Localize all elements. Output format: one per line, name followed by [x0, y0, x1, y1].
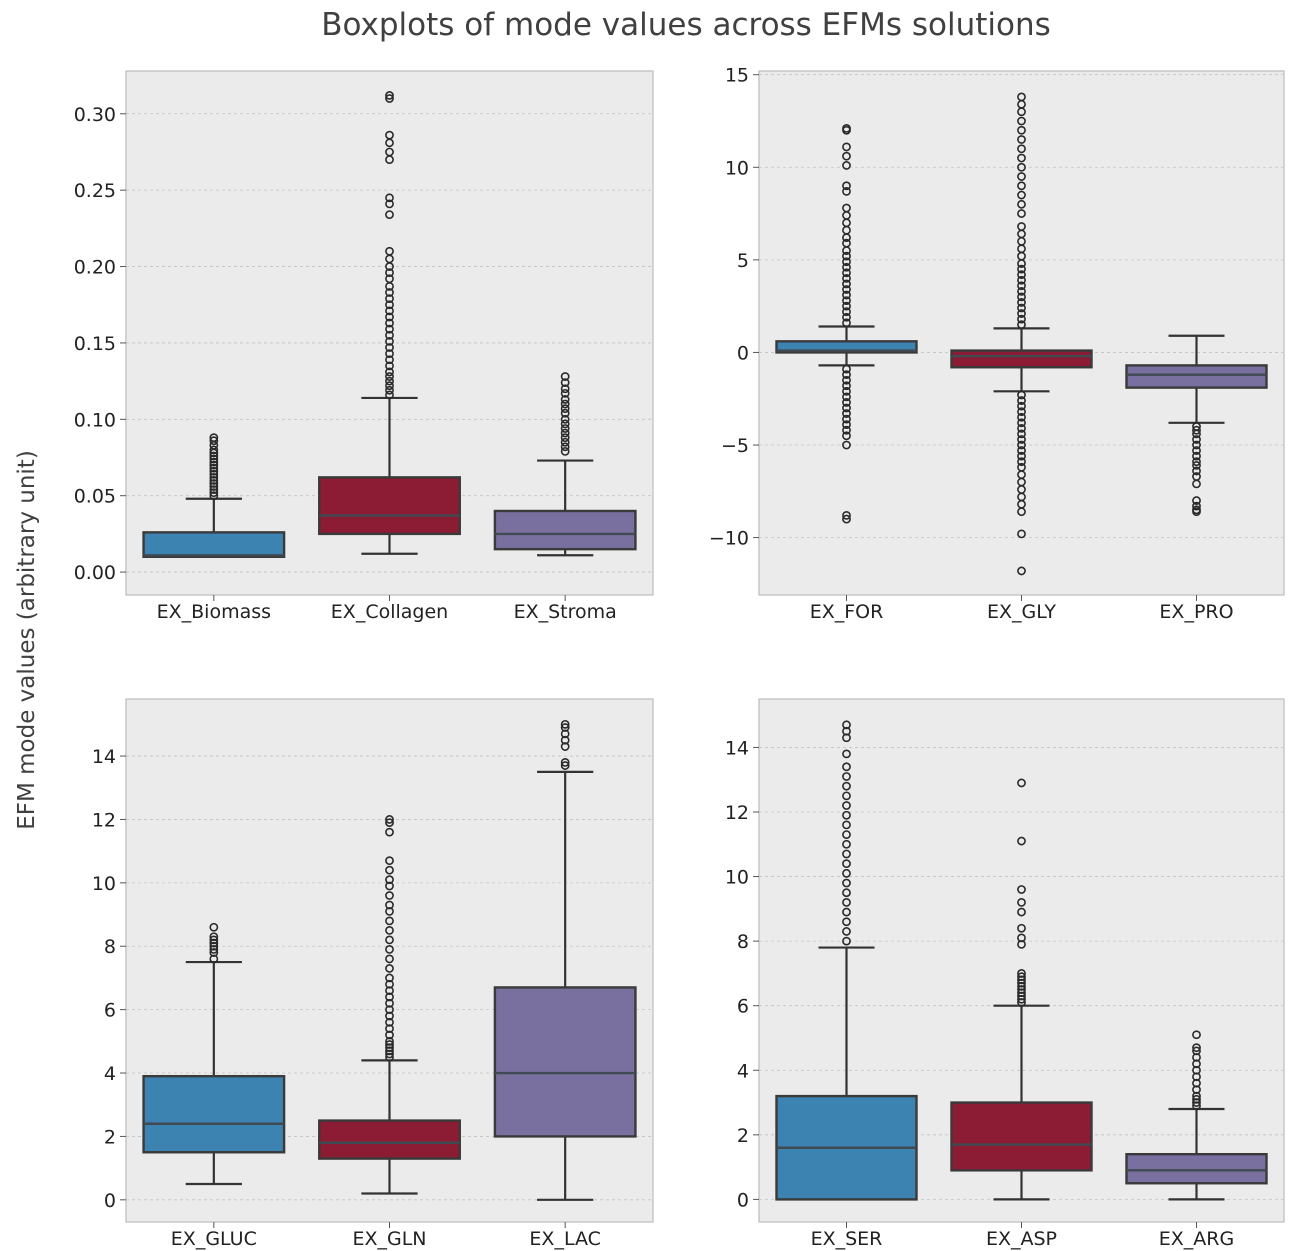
subplot-2: −10 −5 0 5 10 15 EX_FOR EX_GLY EX_PRO	[709, 65, 1284, 623]
y-tick-label: 10	[725, 157, 749, 179]
box-iqr	[495, 511, 636, 549]
x-tick-label: EX_SER	[811, 1228, 883, 1250]
x-tick-label: EX_ARG	[1159, 1228, 1234, 1250]
x-tick-label: EX_GLY	[987, 601, 1056, 623]
box-iqr	[144, 1076, 285, 1152]
y-tick-label: −10	[709, 528, 749, 550]
box-iqr	[1127, 365, 1267, 387]
y-tick-label: 6	[104, 1000, 116, 1022]
box-iqr	[319, 477, 460, 534]
y-tick-label: 4	[737, 1060, 749, 1082]
x-tick-label: EX_Stroma	[514, 601, 617, 623]
x-tick-label: EX_PRO	[1159, 601, 1233, 623]
x-tick-label: EX_GLUC	[171, 1228, 257, 1250]
y-tick-label: 12	[725, 802, 749, 824]
y-tick-label: −5	[721, 435, 749, 457]
subplot-4: 0 2 4 6 8 10 12 14 EX_SER EX_ASP EX_ARG	[725, 699, 1284, 1250]
x-tick-label: EX_ASP	[986, 1228, 1057, 1250]
y-tick-label: 8	[737, 931, 749, 953]
x-tick-label: EX_GLN	[352, 1228, 426, 1250]
y-tick-label: 6	[737, 996, 749, 1018]
y-tick-label: 15	[725, 65, 749, 87]
y-tick-label: 5	[737, 250, 749, 272]
box-iqr	[1127, 1154, 1267, 1183]
box-iqr	[952, 351, 1092, 368]
subplot-1: 0.00 0.05 0.10 0.15 0.20 0.25 0.30 EX_Biomass EX…	[74, 71, 653, 623]
x-tick-label: EX_Collagen	[331, 601, 448, 623]
y-tick-label: 0.05	[74, 486, 116, 508]
y-tick-label: 0.30	[74, 104, 116, 126]
x-tick-label: EX_LAC	[529, 1228, 600, 1250]
box-iqr	[952, 1103, 1092, 1171]
y-tick-label: 10	[92, 873, 116, 895]
x-tick-label: EX_Biomass	[157, 601, 271, 623]
y-tick-label: 0	[737, 342, 749, 364]
y-tick-label: 8	[104, 936, 116, 958]
y-tick-label: 2	[104, 1126, 116, 1148]
y-tick-label: 0	[737, 1189, 749, 1211]
y-tick-label: 0.25	[74, 180, 116, 202]
x-tick-label: EX_FOR	[810, 601, 884, 623]
y-tick-label: 0.00	[74, 562, 116, 584]
y-tick-label: 0	[104, 1190, 116, 1212]
y-tick-label: 0.20	[74, 257, 116, 279]
box-iqr	[495, 987, 636, 1136]
y-tick-label: 14	[92, 746, 116, 768]
y-tick-label: 4	[104, 1063, 116, 1085]
y-tick-label: 14	[725, 737, 749, 759]
figure-title: Boxplots of mode values across EFMs solu…	[321, 7, 1051, 43]
box-iqr	[319, 1121, 460, 1159]
panels-group: 0.00 0.05 0.10 0.15 0.20 0.25 0.30 EX_Biomass EX…	[74, 65, 1284, 1250]
subplot-3: 0 2 4 6 8 10 12 14 EX_GLUC EX_GLN EX_LAC	[92, 699, 653, 1250]
y-tick-label: 0.15	[74, 333, 116, 355]
figure-ylabel: EFM mode values (arbitrary unit)	[14, 450, 40, 830]
y-tick-label: 12	[92, 809, 116, 831]
y-tick-label: 2	[737, 1125, 749, 1147]
y-tick-label: 0.10	[74, 409, 116, 431]
box-iqr	[144, 532, 285, 556]
y-tick-label: 10	[725, 867, 749, 889]
